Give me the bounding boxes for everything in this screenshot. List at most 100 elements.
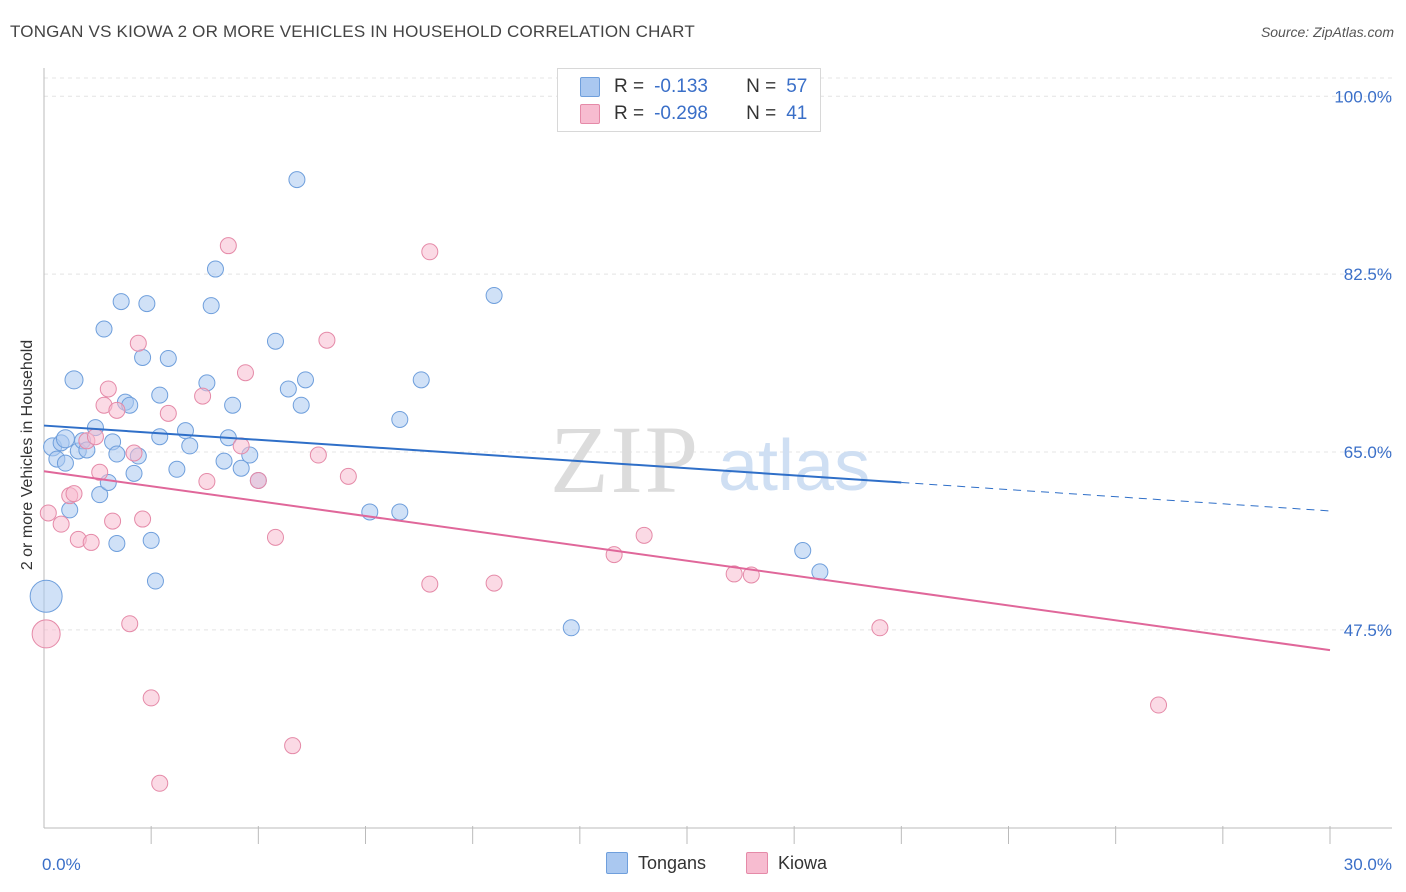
legend-n-value-kiowa: 41 <box>786 103 808 124</box>
watermark: ZIP atlas <box>550 406 870 513</box>
tongans-point <box>485 286 503 304</box>
tongans-point <box>292 396 310 414</box>
kiowa-point <box>129 334 147 352</box>
kiowa-point <box>284 737 302 755</box>
kiowa-point <box>236 364 254 382</box>
tongans-point <box>151 386 169 404</box>
kiowa-point <box>86 428 104 446</box>
kiowa-point <box>108 401 126 419</box>
tongans-point <box>412 371 430 389</box>
kiowa-point <box>421 243 439 261</box>
tongans-point <box>108 534 126 552</box>
tongans-point <box>391 503 409 521</box>
bottom-swatch-kiowa <box>746 852 768 874</box>
kiowa-point <box>65 485 83 503</box>
tongans-point <box>138 295 156 313</box>
grid-layer <box>44 77 1392 631</box>
kiowa-point <box>39 504 57 522</box>
kiowa-points <box>31 237 1168 792</box>
legend-r-label: R = <box>614 103 645 124</box>
y-tick-label: 47.5% <box>1344 621 1392 640</box>
watermark-atlas: atlas <box>718 426 870 506</box>
tongans-trend-extension <box>901 481 1331 512</box>
kiowa-point <box>871 619 889 637</box>
kiowa-point <box>318 331 336 349</box>
tongans-point <box>95 320 113 338</box>
x-tick-label: 30.0% <box>1344 855 1392 874</box>
tongans-point <box>146 572 164 590</box>
tongans-point <box>29 579 63 613</box>
legend-swatch-kiowa <box>580 104 600 124</box>
bottom-legend-kiowa: Kiowa <box>746 852 827 874</box>
y-tick-label: 65.0% <box>1344 443 1392 462</box>
tongans-point <box>61 501 79 519</box>
bottom-legend-tongans: Tongans <box>606 852 706 874</box>
tongans-point <box>296 371 314 389</box>
x-tick-label: 0.0% <box>42 855 81 874</box>
kiowa-trend-line <box>43 470 1331 652</box>
legend-row-kiowa: R = -0.298 N = 41 <box>580 101 807 127</box>
kiowa-point <box>142 689 160 707</box>
y-tick-label: 100.0% <box>1334 87 1392 106</box>
tongans-point <box>134 348 152 366</box>
tongans-point <box>266 332 284 350</box>
tongans-point <box>794 542 812 560</box>
tongans-point <box>215 452 233 470</box>
kiowa-point <box>125 444 143 462</box>
legend-n-label: N = <box>746 103 777 124</box>
tongans-point <box>206 260 224 278</box>
tongans-point <box>391 410 409 428</box>
source-label: Source: ZipAtlas.com <box>1260 24 1394 40</box>
kiowa-point <box>31 619 61 649</box>
kiowa-point <box>151 774 169 792</box>
tongans-point <box>112 293 130 311</box>
watermark-zip: ZIP <box>550 406 700 513</box>
bottom-swatch-tongans <box>606 852 628 874</box>
kiowa-point <box>485 574 503 592</box>
tongans-point <box>202 297 220 315</box>
kiowa-point <box>134 510 152 528</box>
legend-swatch-tongans <box>580 77 600 97</box>
kiowa-point <box>266 528 284 546</box>
kiowa-point <box>159 404 177 422</box>
kiowa-point <box>219 237 237 255</box>
tongans-point <box>91 486 109 504</box>
tongans-point <box>279 380 297 398</box>
kiowa-point <box>1150 696 1168 714</box>
legend-n-value-tongans: 57 <box>786 76 808 97</box>
tongans-point <box>224 396 242 414</box>
tongans-trend-line <box>43 424 902 484</box>
legend-n-label: N = <box>746 76 777 97</box>
kiowa-point <box>91 463 109 481</box>
bottom-legend-label-tongans: Tongans <box>638 852 707 873</box>
kiowa-point <box>198 472 216 490</box>
legend-r-value-kiowa: -0.298 <box>654 103 708 124</box>
kiowa-point <box>52 515 70 533</box>
kiowa-point <box>104 512 122 530</box>
kiowa-point <box>194 387 212 405</box>
tongans-points <box>29 171 829 637</box>
legend-r-value-tongans: -0.133 <box>654 76 708 97</box>
kiowa-point <box>309 446 327 464</box>
tongans-point <box>108 445 126 463</box>
tongans-point <box>159 349 177 367</box>
tongans-point <box>181 437 199 455</box>
tongans-point <box>288 171 306 189</box>
bottom-legend-label-kiowa: Kiowa <box>778 852 828 873</box>
kiowa-point <box>421 575 439 593</box>
kiowa-point <box>339 467 357 485</box>
legend-r-label: R = <box>614 76 645 97</box>
kiowa-point <box>82 533 100 551</box>
kiowa-point <box>121 615 139 633</box>
tongans-point <box>55 429 75 449</box>
legend-row-tongans: R = -0.133 N = 57 <box>580 74 807 100</box>
y-tick-label: 82.5% <box>1344 265 1392 284</box>
kiowa-point <box>232 437 250 455</box>
tongans-point <box>125 464 143 482</box>
kiowa-point <box>249 471 267 489</box>
kiowa-point <box>725 565 743 583</box>
tongans-point <box>562 619 580 637</box>
tongans-point <box>142 531 160 549</box>
kiowa-point <box>635 526 653 544</box>
